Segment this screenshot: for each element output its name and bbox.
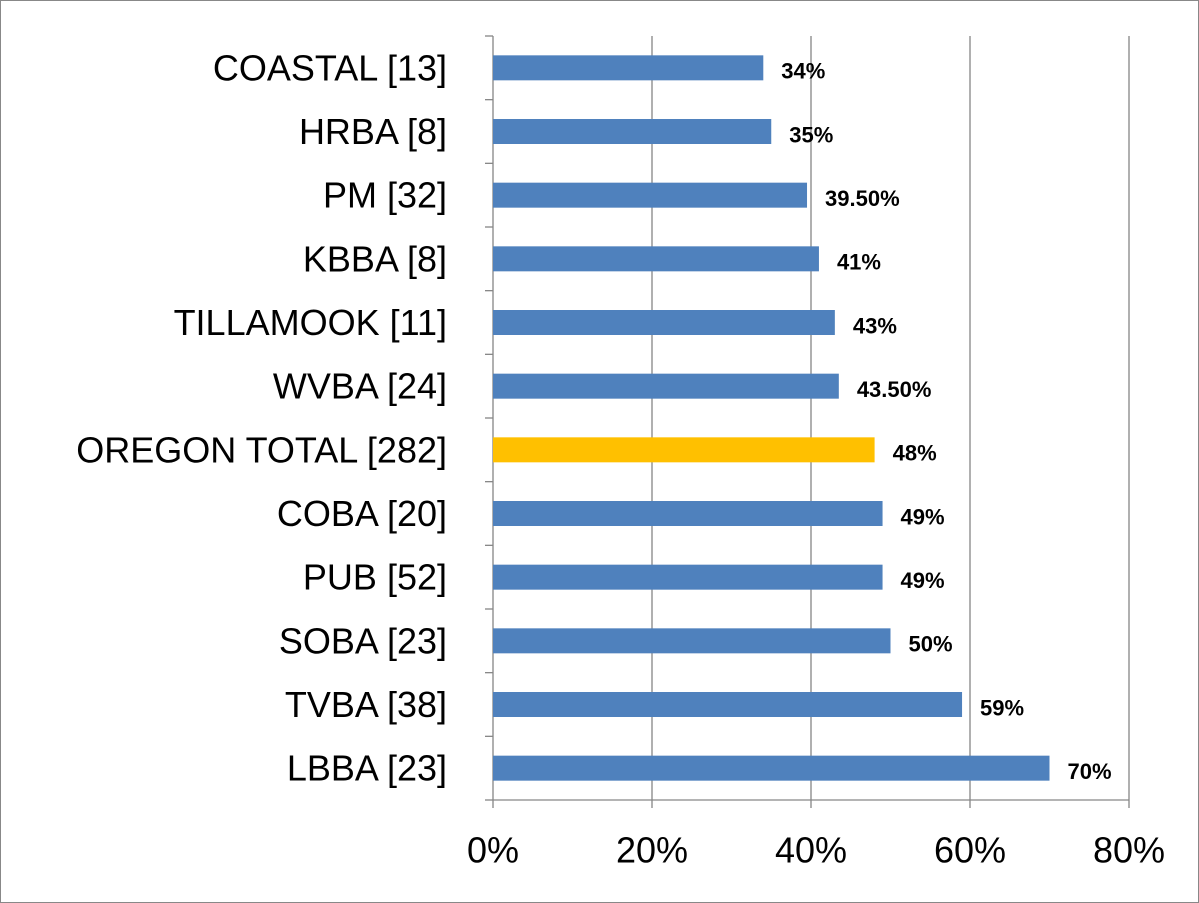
bar: [493, 119, 772, 144]
bar: [493, 310, 835, 335]
data-label: 70%: [1068, 759, 1112, 784]
data-label: 35%: [789, 122, 833, 147]
data-label: 49%: [901, 568, 945, 593]
data-label: 39.50%: [825, 186, 900, 211]
y-tick-label: TVBA [38]: [285, 684, 447, 725]
y-tick-label: OREGON TOTAL [282]: [76, 429, 447, 470]
data-label: 59%: [980, 695, 1024, 720]
bar: [493, 501, 883, 526]
y-tick-label: HRBA [8]: [299, 111, 447, 152]
bar: [493, 628, 891, 654]
bar: [493, 246, 819, 272]
data-label: 43.50%: [857, 377, 932, 402]
bar: [493, 564, 883, 590]
bar: [493, 182, 808, 208]
bar: [493, 373, 839, 399]
y-tick-label: COASTAL [13]: [213, 47, 447, 88]
data-label: 41%: [837, 250, 881, 275]
x-tick-label: 80%: [1093, 830, 1165, 871]
data-label: 34%: [781, 59, 825, 84]
y-tick-label: WVBA [24]: [273, 366, 447, 407]
y-tick-label: LBBA [23]: [287, 748, 447, 789]
data-label: 43%: [853, 313, 897, 338]
bar: [493, 55, 764, 81]
bar: [493, 692, 963, 717]
y-tick-label: KBBA [8]: [303, 238, 447, 279]
y-tick-label: TILLAMOOK [11]: [174, 302, 447, 343]
x-tick-label: 60%: [934, 830, 1006, 871]
bar: [493, 437, 875, 463]
y-tick-label: COBA [20]: [277, 493, 447, 534]
x-tick-label: 0%: [467, 830, 519, 871]
data-label: 49%: [901, 504, 945, 529]
data-label: 50%: [909, 632, 953, 657]
y-tick-label: PM [32]: [323, 175, 447, 216]
x-tick-label: 40%: [775, 830, 847, 871]
y-tick-label: PUB [52]: [303, 557, 447, 598]
y-tick-label: SOBA [23]: [279, 620, 447, 661]
data-label: 48%: [893, 441, 937, 466]
bar: [493, 755, 1050, 781]
x-tick-label: 20%: [616, 830, 688, 871]
